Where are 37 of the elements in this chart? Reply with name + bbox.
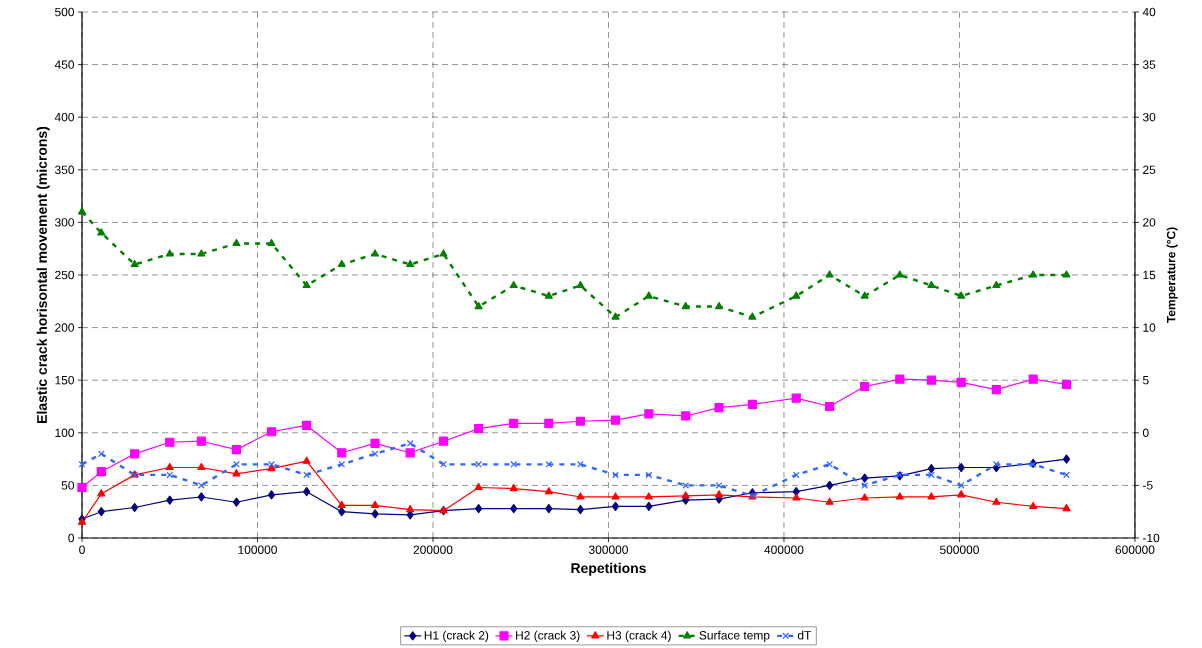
x-tick-label: 600000 <box>1115 545 1155 554</box>
y2-tick-label: -5 <box>1143 481 1153 490</box>
legend-label: H3 (crack 4) <box>607 630 671 642</box>
y2-tick-label: 10 <box>1143 323 1156 332</box>
y2-axis-title: Temperature (°C) <box>1166 227 1178 323</box>
y-tick-label: 500 <box>55 7 75 17</box>
legend-label: dT <box>797 630 812 640</box>
y2-tick-label: 40 <box>1142 7 1156 17</box>
x-tick-label: 100000 <box>238 545 277 554</box>
y2-tick-label: -10 <box>1143 533 1160 543</box>
y2-tick-label: 30 <box>1142 112 1156 122</box>
legend-label: H2 (crack 3) <box>516 630 580 642</box>
legend-label: Surface temp <box>699 630 770 642</box>
y-tick-label: 50 <box>61 481 75 490</box>
y-tick-label: 250 <box>55 270 75 280</box>
x-tick-label: 300000 <box>588 545 628 554</box>
x-tick-label: 200000 <box>413 545 453 554</box>
y-axis-title: Elastic crack horisontal movement (microns) <box>36 126 50 423</box>
y2-tick-label: 20 <box>1143 218 1156 227</box>
y-tick-label: 400 <box>54 112 75 122</box>
y2-tick-label: 35 <box>1142 60 1156 69</box>
x-tick-label: 500000 <box>940 545 979 554</box>
y2-tick-label: 25 <box>1143 165 1156 175</box>
x-tick-label: 0 <box>79 545 85 554</box>
y-tick-label: 150 <box>55 375 75 385</box>
x-axis-title: Repetitions <box>571 562 646 576</box>
y2-tick-label: 0 <box>1142 428 1149 438</box>
y2-tick-label: 15 <box>1143 270 1156 280</box>
y-tick-label: 450 <box>54 60 75 69</box>
y-tick-label: 300 <box>54 218 75 227</box>
legend-label: H1 (crack 2) <box>424 630 489 642</box>
x-tick-label: 400000 <box>764 545 804 554</box>
y-tick-label: 100 <box>55 428 75 438</box>
y-tick-label: 200 <box>55 323 75 332</box>
y2-tick-label: 5 <box>1142 376 1149 385</box>
y-tick-label: 0 <box>68 533 75 543</box>
y-tick-label: 350 <box>54 165 75 175</box>
